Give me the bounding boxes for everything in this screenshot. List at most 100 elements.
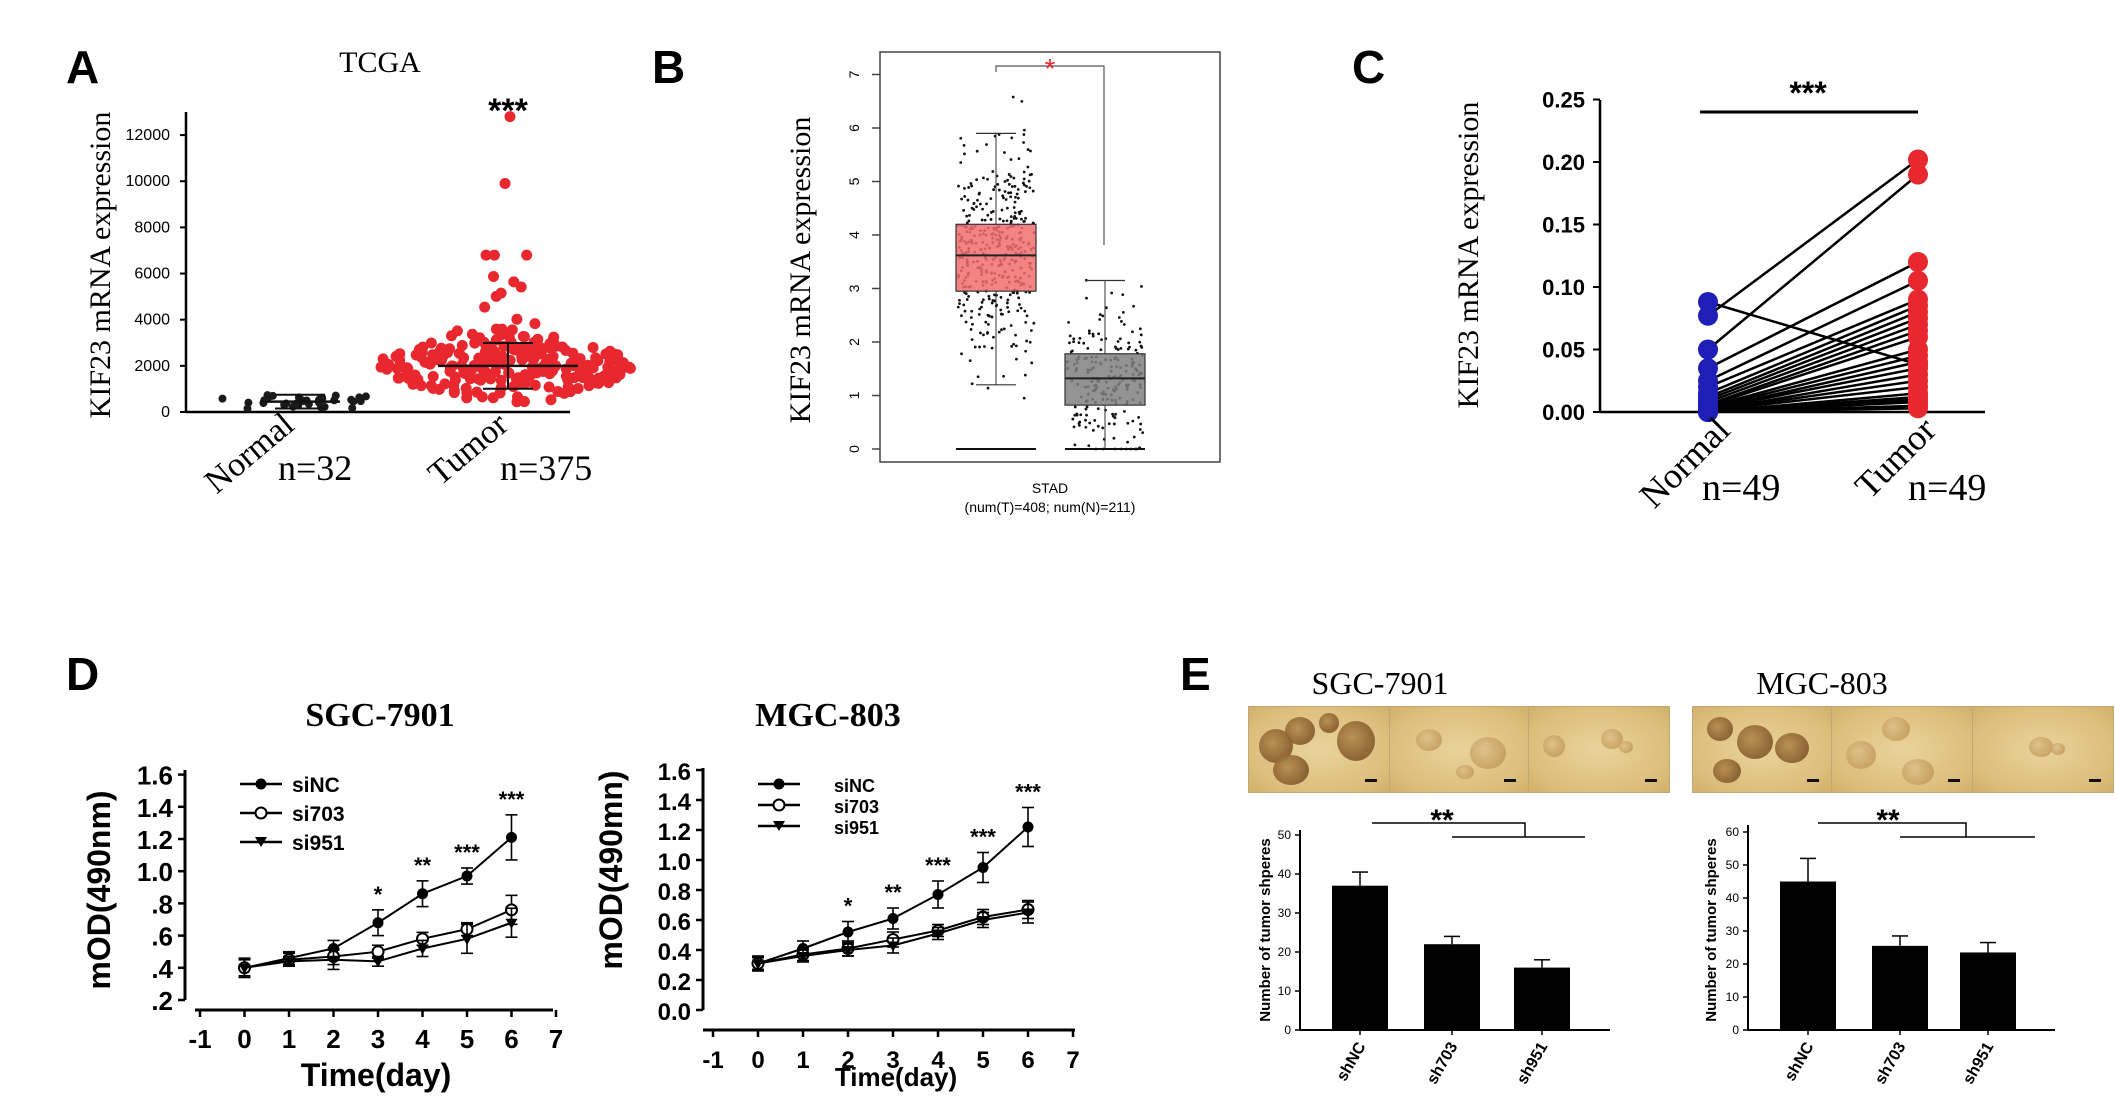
box-data-point <box>1000 208 1004 212</box>
panel-d-xtick-label: -1 <box>188 1024 211 1054</box>
si951-data-point <box>797 952 809 962</box>
panel-e-ytick-label: 60 <box>1726 825 1740 839</box>
panel-letter-a: A <box>66 41 99 93</box>
box-data-point <box>1001 312 1004 316</box>
tumor-data-point <box>1908 398 1928 419</box>
panel-d2-xlabel: Time(day) <box>835 1062 957 1092</box>
normal-data-point <box>331 391 340 400</box>
box-data-point <box>1018 303 1021 306</box>
panel-e-ytick-label: 10 <box>1278 984 1292 998</box>
panel-c-ylabel: KIF23 mRNA expression <box>1452 102 1485 409</box>
box-data-point <box>1097 332 1101 336</box>
panel-d-xtick-label: 5 <box>460 1024 474 1054</box>
box-data-point <box>1022 177 1026 181</box>
panel-d-xtick-label: -1 <box>702 1047 723 1074</box>
panel-e-ytick-label: 40 <box>1726 891 1740 905</box>
panel-b-ytick-label: 1 <box>846 391 862 399</box>
significance-star: *** <box>925 853 951 878</box>
box-data-point <box>1022 133 1026 136</box>
box-data-point <box>1112 436 1116 440</box>
tumor-data-point <box>451 325 463 337</box>
panel-d-ytick-label: .6 <box>151 922 173 952</box>
box-data-point <box>1114 345 1117 349</box>
box-data-point <box>969 327 973 331</box>
box-data-point <box>1126 440 1130 444</box>
box-data-point <box>1009 158 1013 161</box>
box-data-point <box>1111 412 1114 416</box>
box-data-point <box>1101 426 1105 430</box>
panel-c-ytick-label: 0.05 <box>1542 338 1585 363</box>
box-data-point <box>1002 374 1005 378</box>
sinc-data-point <box>887 913 899 924</box>
sinc-data-point <box>461 870 473 882</box>
bar-sh703 <box>1872 945 1928 1030</box>
panel-d1-legend-si951: si951 <box>292 832 345 855</box>
si951-data-point <box>283 957 295 968</box>
box-data-point <box>978 202 982 206</box>
box-data-point <box>992 188 995 191</box>
box-data-point <box>1134 348 1138 352</box>
box-data-point <box>1116 348 1120 351</box>
tumor-data-point <box>464 373 476 385</box>
box-data-point <box>1084 425 1088 429</box>
tumor-data-point <box>1908 149 1928 170</box>
box-data-point <box>980 301 984 304</box>
box-data-point <box>1091 334 1095 338</box>
box-data-point <box>960 197 964 201</box>
box-data-point <box>958 302 961 305</box>
panel-letter-c: C <box>1352 41 1385 93</box>
box-data-point <box>1026 165 1030 169</box>
panel-d1-xlabel: Time(day) <box>301 1057 452 1093</box>
box-data-point <box>967 219 971 223</box>
box-data-point <box>1114 412 1118 416</box>
box-data-point <box>1127 341 1131 345</box>
paired-line <box>1707 300 1919 366</box>
tumor-data-point <box>486 351 498 363</box>
tumor-data-point <box>381 363 393 375</box>
panel-c-count-normal: n=49 <box>1702 467 1780 509</box>
panel-a-ylabel: KIF23 mRNA expression <box>84 112 117 419</box>
tumor-data-point <box>529 318 541 330</box>
panel-d-ytick-label: 1.2 <box>137 825 173 855</box>
sinc-data-point <box>977 862 989 873</box>
panel-letter-b: B <box>652 41 685 93</box>
paired-line <box>1707 329 1919 406</box>
tumor-data-point <box>583 373 595 385</box>
box-data-point <box>985 143 988 146</box>
significance-star: *** <box>499 787 525 812</box>
panel-c-significance: *** <box>1789 75 1827 111</box>
panel-d-ytick-label: .2 <box>151 986 173 1016</box>
box-data-point <box>1010 344 1014 348</box>
box-data-point <box>1093 419 1097 422</box>
box-data-point <box>1003 151 1006 154</box>
panel-c-ytick-label: 0.10 <box>1542 275 1585 300</box>
tumor-data-point <box>543 381 555 393</box>
panel-d-ytick-label: 1.4 <box>137 793 174 823</box>
tumor-data-point <box>400 370 412 382</box>
box-data-point <box>1028 340 1032 344</box>
paired-line <box>1707 260 1919 370</box>
panel-d-xtick-label: 6 <box>504 1024 518 1054</box>
box-data-point <box>1087 331 1091 335</box>
box-data-point <box>1022 141 1025 144</box>
box-data-point <box>1087 444 1091 447</box>
box-data-point <box>1122 323 1126 326</box>
tumor-data-point <box>394 354 406 366</box>
sinc-data-point <box>932 889 944 900</box>
sphere-photo-sgc7901-sh951 <box>1528 706 1670 793</box>
tumor-data-point <box>544 368 556 380</box>
box-data-point <box>989 211 993 214</box>
box-data-point <box>965 221 969 225</box>
legend-marker-sinc <box>773 778 785 790</box>
sphere-photo-mgc803-sh703 <box>1831 706 1973 793</box>
paired-line <box>1707 158 1919 317</box>
tumor-data-point <box>495 374 507 386</box>
box-data-point <box>1137 415 1141 419</box>
panel-c-count-tumor: n=49 <box>1908 467 1986 509</box>
box-data-point <box>982 333 985 337</box>
tumor-data-point <box>425 337 437 349</box>
box-data-point <box>1088 421 1092 425</box>
tumor-data-point <box>377 353 389 365</box>
box-data-point <box>1071 417 1075 421</box>
box-data-point <box>975 205 978 209</box>
